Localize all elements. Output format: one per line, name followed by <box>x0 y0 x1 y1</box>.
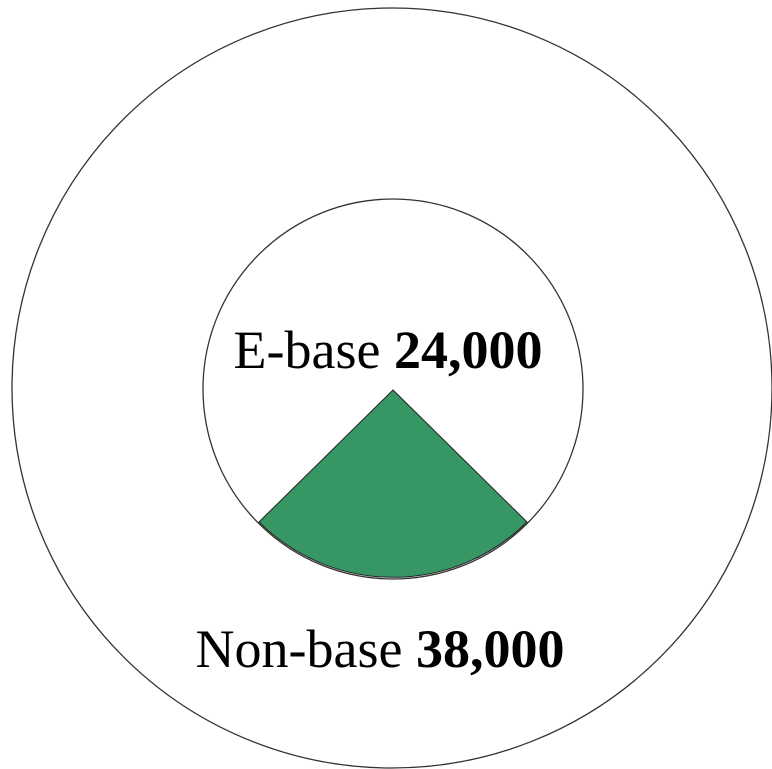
outer-value: 38,000 <box>416 619 565 679</box>
inner-label: E-base 24,000 <box>234 320 543 380</box>
outer-name: Non-base <box>196 619 403 679</box>
inner-name: E-base <box>234 320 381 380</box>
outer-label: Non-base 38,000 <box>196 619 565 679</box>
outer-ring <box>11 7 772 769</box>
inner-ring <box>202 198 584 580</box>
inner-value: 24,000 <box>394 320 543 380</box>
sector <box>258 389 528 578</box>
